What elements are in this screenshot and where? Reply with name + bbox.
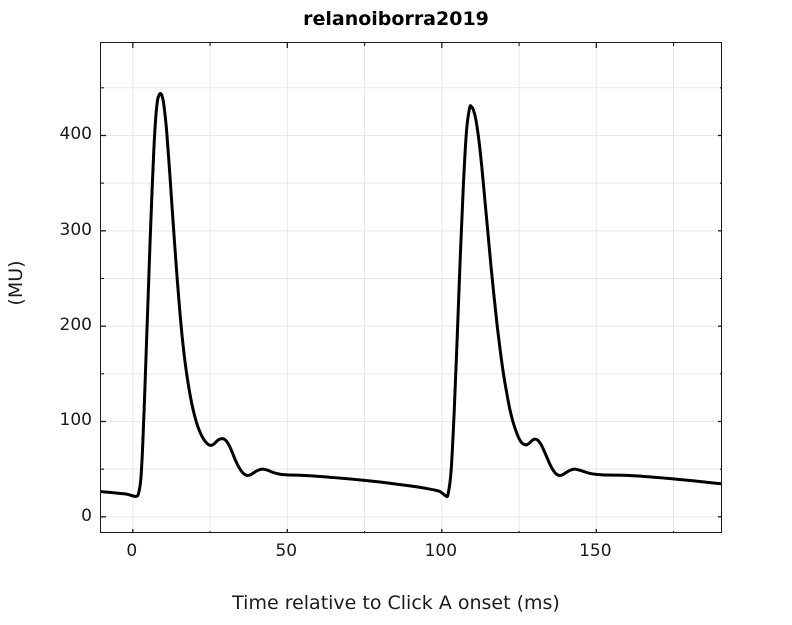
x-tick-label: 100 (424, 541, 458, 561)
x-axis-tick-labels: 0 50 100 150 (0, 541, 792, 567)
x-tick-label: 150 (579, 541, 612, 561)
y-tick-label: 400 (59, 124, 92, 145)
chart-title: relanoiborra2019 (303, 8, 489, 30)
x-axis-label: Time relative to Click A onset (ms) (232, 592, 560, 614)
plot-area (100, 42, 722, 533)
y-tick-label: 100 (59, 410, 92, 431)
x-tick-label: 0 (126, 541, 138, 561)
axis-tick-marks (101, 43, 721, 532)
plot-svg (101, 43, 721, 532)
y-tick-label: 0 (81, 505, 92, 526)
x-tick-label: 50 (275, 541, 298, 561)
y-tick-label: 200 (59, 315, 92, 336)
data-series-line (101, 91, 721, 499)
y-tick-label: 300 (59, 219, 92, 240)
y-axis-label: (MU) (5, 260, 27, 306)
gridlines-minor-vertical (209, 43, 675, 532)
gridlines-major-vertical (132, 43, 597, 532)
y-axis-tick-labels: 0 100 200 300 400 (8, 0, 92, 625)
gridlines-major-horizontal (101, 134, 721, 518)
gridlines-minor-horizontal (101, 87, 721, 470)
